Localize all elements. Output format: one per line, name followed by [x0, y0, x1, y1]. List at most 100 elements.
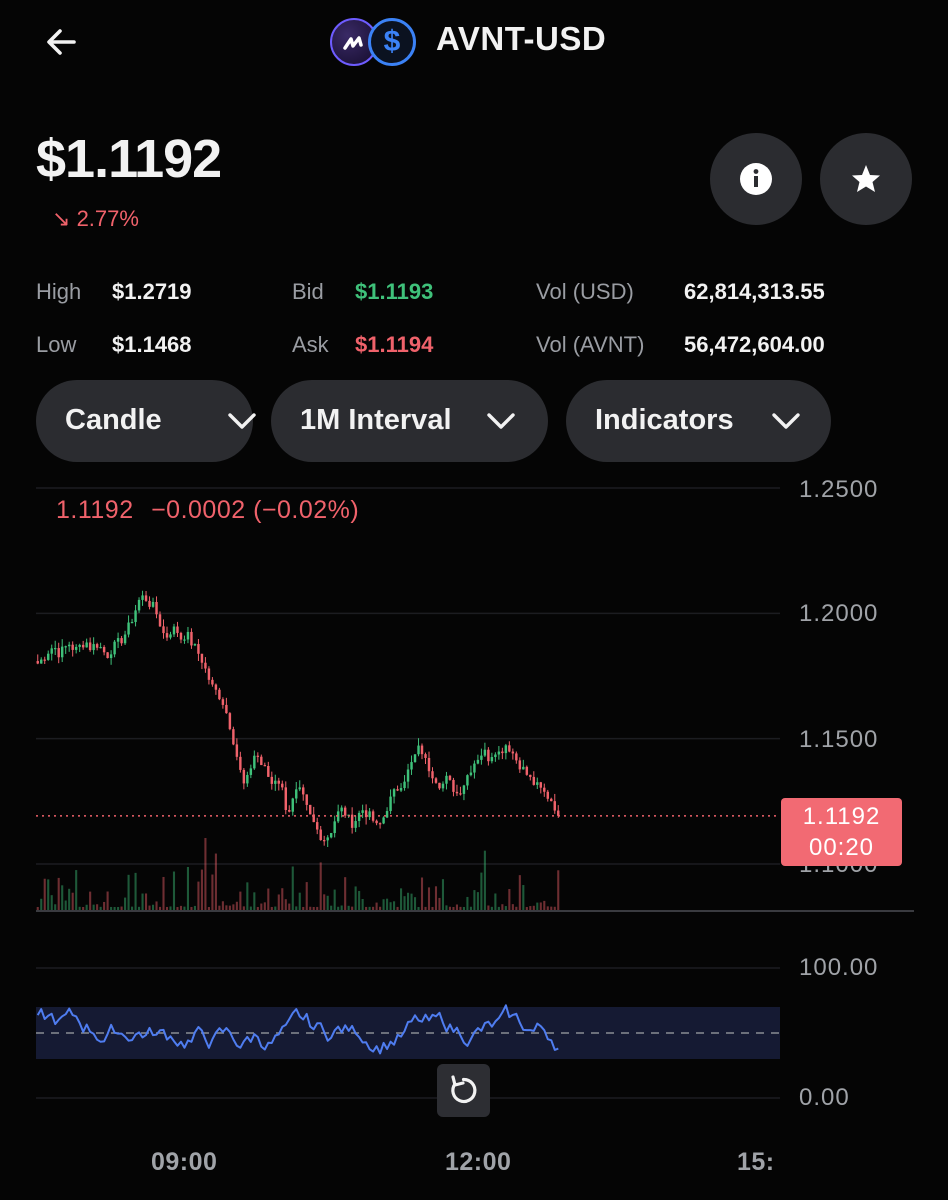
candle-body [459, 793, 462, 795]
candle-body [487, 749, 490, 762]
candle-body [148, 600, 151, 607]
ask-value: $1.1194 [355, 332, 434, 357]
chevron-down-icon [772, 413, 800, 429]
volume-bar [532, 905, 535, 910]
vol-avnt-value: 56,472,604.00 [684, 332, 825, 357]
candle-body [403, 781, 406, 789]
volume-bar [54, 904, 57, 910]
volume-bar [375, 902, 378, 910]
candle-body [466, 775, 469, 786]
volume-bar [214, 853, 217, 910]
volume-bar [190, 907, 193, 910]
candle-body [123, 634, 127, 644]
volume-bar [490, 906, 493, 910]
volume-bar [400, 888, 403, 910]
chart-type-label: Candle [65, 404, 162, 436]
chart-type-dropdown[interactable]: Candle [36, 380, 256, 462]
candle-body [288, 809, 291, 812]
candle-body [81, 644, 85, 648]
candle-body [120, 638, 123, 644]
candle-body [256, 755, 260, 757]
candle-body [218, 689, 221, 700]
candle-body [504, 745, 508, 754]
y-tick: 1.2000 [799, 600, 879, 627]
price-chart[interactable] [0, 470, 948, 1150]
candle-body [368, 811, 371, 818]
back-button[interactable] [40, 20, 84, 64]
volume-bar [302, 906, 305, 910]
candle-body [399, 788, 403, 791]
candle-body [302, 787, 305, 795]
candle-body [420, 745, 424, 755]
favorite-button[interactable] [820, 133, 912, 225]
candle-body [525, 766, 529, 775]
candle-body [183, 639, 186, 641]
volume-bar [50, 895, 53, 910]
chevron-down-icon [487, 413, 515, 429]
volume-bar [71, 892, 74, 910]
candle-body [246, 774, 249, 784]
volume-bar [179, 905, 183, 910]
interval-dropdown[interactable]: 1M Interval [271, 380, 548, 462]
candle-body [274, 780, 277, 784]
candle-body [211, 679, 214, 685]
info-button[interactable] [710, 133, 802, 225]
candle-body [452, 779, 455, 792]
volume-bar [539, 902, 542, 910]
volume-bar [379, 906, 382, 910]
volume-bar [462, 906, 465, 910]
volume-bar [480, 872, 483, 910]
indicators-dropdown[interactable]: Indicators [566, 380, 831, 462]
reset-chart-button[interactable] [437, 1064, 490, 1117]
volume-bar [78, 906, 81, 910]
candle-body [200, 653, 204, 663]
volume-bar [225, 905, 228, 910]
volume-bar [553, 906, 556, 910]
volume-bar [347, 905, 350, 910]
candle-body [298, 787, 301, 790]
x-tick: 15: [737, 1148, 775, 1176]
volume-bar [211, 874, 214, 910]
volume-bar [448, 906, 452, 910]
candle-body [382, 817, 385, 824]
volume-bar [466, 896, 469, 910]
volume-bar [127, 874, 130, 910]
candle-body [357, 812, 361, 822]
volume-bar [43, 878, 46, 910]
volume-bar [365, 906, 368, 910]
candle-body [267, 765, 270, 777]
candle-body [137, 599, 141, 611]
ohlc-price: 1.1192 [56, 496, 134, 524]
volume-bar [120, 906, 123, 910]
volume-bar [40, 898, 43, 910]
candle-body [204, 662, 207, 669]
volume-bar [92, 904, 95, 910]
volume-bar [406, 892, 410, 910]
candle-body [43, 659, 46, 661]
candle-body [260, 756, 263, 766]
volume-bar [284, 899, 287, 910]
volume-bar [151, 904, 155, 910]
candle-body [473, 763, 476, 773]
volume-bar [253, 892, 256, 910]
volume-bar [197, 881, 200, 910]
candle-body [242, 769, 246, 784]
volume-bar [200, 869, 203, 910]
candle-body [50, 648, 53, 654]
candle-body [116, 638, 120, 642]
volume-bar [403, 896, 406, 910]
candle-body [60, 646, 64, 658]
volume-bar [424, 906, 427, 910]
candle-body [263, 765, 267, 767]
candle-body [134, 610, 137, 622]
volume-bar [494, 893, 497, 910]
candle-body [539, 782, 543, 788]
volume-bar [543, 900, 546, 910]
candle-body [396, 789, 399, 791]
candle-body [253, 755, 256, 769]
volume-bar [333, 889, 336, 910]
volume-bar [47, 879, 50, 910]
volume-bar [221, 901, 224, 910]
volume-bar [82, 906, 85, 910]
candle-body [277, 780, 281, 784]
